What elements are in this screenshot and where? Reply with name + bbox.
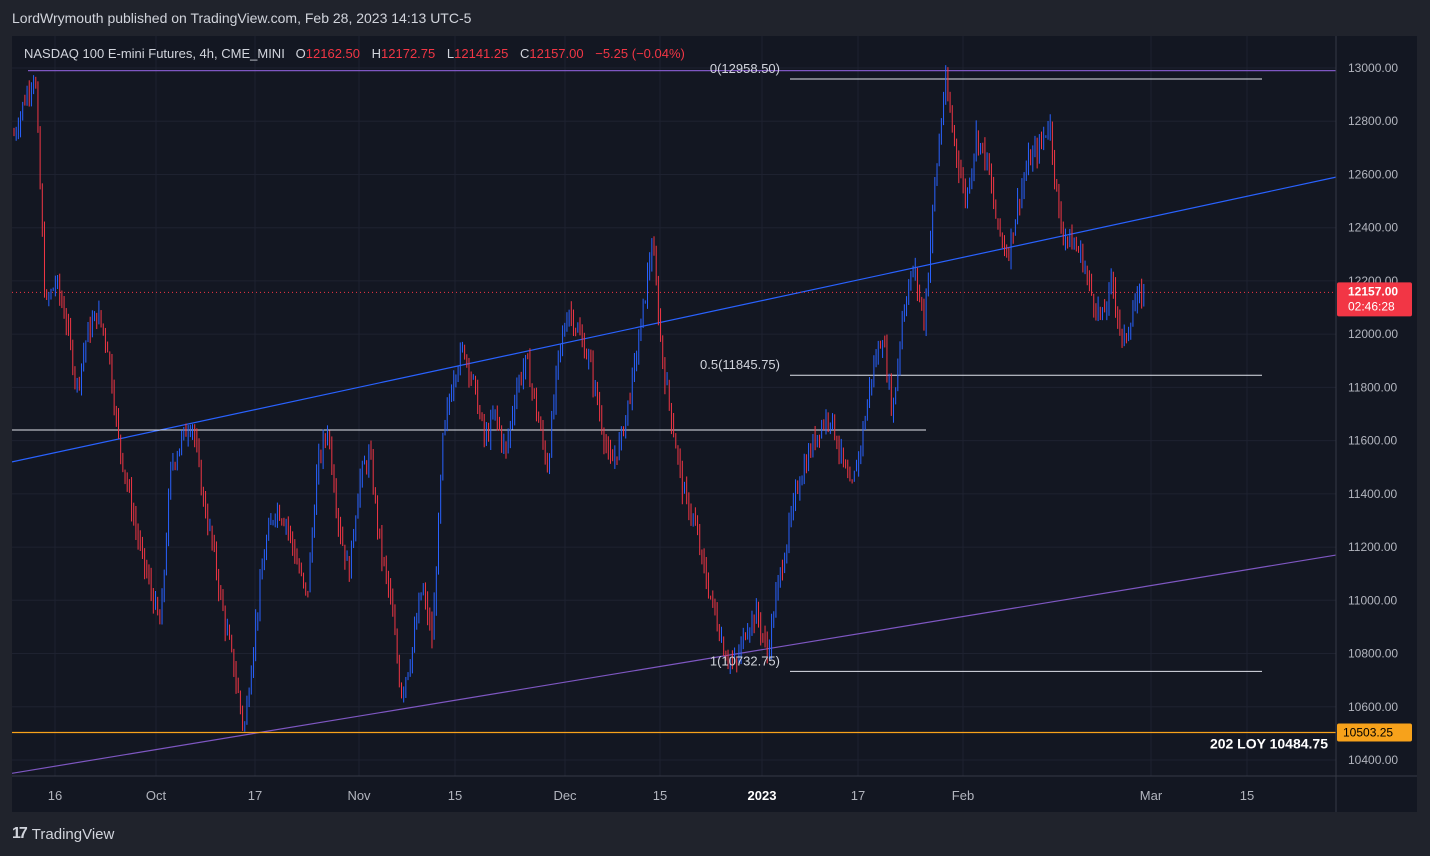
publisher-header: LordWrymouth published on TradingView.co…: [0, 0, 1430, 36]
change-value: −5.25 (−0.04%): [595, 46, 685, 61]
high-value: 12172.75: [381, 46, 436, 61]
published-text: LordWrymouth published on TradingView.co…: [12, 10, 472, 26]
symbol-legend[interactable]: NASDAQ 100 E-mini Futures, 4h, CME_MINI …: [24, 46, 693, 61]
x-tick-label: 15: [1240, 788, 1254, 803]
support-price-value: 10503.25: [1343, 726, 1393, 740]
fib-level-label: 0.5(11845.75): [700, 357, 780, 372]
channel-lower-trendline[interactable]: [12, 554, 1337, 774]
countdown-value: 02:46:28: [1348, 299, 1395, 313]
close-value: 12157.00: [529, 46, 584, 61]
last-price-badge: [1337, 282, 1412, 317]
y-tick-label: 11600.00: [1348, 434, 1397, 448]
tradingview-logo-icon: 17: [12, 825, 28, 842]
chart-grid: [12, 36, 1336, 776]
tradingview-logo-text: TradingView: [31, 825, 115, 843]
open-label: O: [295, 46, 306, 61]
symbol-name[interactable]: NASDAQ 100 E-mini Futures, 4h, CME_MINI: [24, 46, 285, 61]
drawing-labels: 0(12958.50) 0.5(11845.75) 1(10732.75) 202 L…: [700, 61, 1328, 751]
support-note-label: 202 LOY 10484.75: [1210, 736, 1328, 752]
y-tick-label: 11800.00: [1348, 380, 1397, 394]
close-label: C: [519, 46, 530, 61]
x-tick-label: 15: [448, 788, 462, 803]
y-tick-label: 11400.00: [1348, 487, 1397, 501]
x-tick-label: Nov: [347, 788, 371, 803]
channel-upper-trendline[interactable]: [12, 176, 1337, 463]
y-tick-label: 13000.00: [1348, 61, 1398, 75]
x-tick-label: 2023: [748, 788, 777, 803]
fib-level-label: 1(10732.75): [710, 653, 780, 668]
y-tick-label: 12600.00: [1348, 167, 1398, 181]
y-tick-label: 12000.00: [1348, 327, 1398, 341]
candlestick-series: [13, 65, 1145, 732]
y-tick-label: 10400.00: [1348, 753, 1398, 767]
x-tick-label: 16: [48, 788, 62, 803]
y-tick-label: 12800.00: [1348, 114, 1398, 128]
x-tick-label: 17: [851, 788, 865, 803]
y-tick-label: 10800.00: [1348, 647, 1398, 661]
x-axis[interactable]: 16 Oct 17 Nov 15 Dec 15 2023 17 Feb Mar 15: [12, 775, 1417, 803]
x-tick-label: 17: [248, 788, 262, 803]
y-tick-label: 11000.00: [1348, 593, 1397, 607]
low-label: L: [446, 46, 455, 61]
support-price-badge: [1337, 723, 1412, 742]
y-tick-label: 10600.00: [1348, 700, 1398, 714]
open-value: 12162.50: [305, 46, 361, 61]
y-axis[interactable]: 13000.0012800.0012600.0012400.0012200.00…: [1335, 36, 1412, 812]
x-tick-label: Oct: [146, 788, 167, 803]
price-chart[interactable]: 16 Oct 17 Nov 15 Dec 15 2023 17 Feb Mar 15 13000.00…: [12, 36, 1417, 812]
y-tick-label: 12400.00: [1348, 221, 1398, 235]
drawing-tools[interactable]: [12, 70, 1337, 774]
high-label: H: [371, 46, 382, 61]
tradingview-footer[interactable]: 17 TradingView: [12, 820, 114, 848]
x-tick-label: Feb: [952, 788, 974, 803]
last-price-value: 12157.00: [1348, 284, 1398, 298]
x-tick-label: Dec: [553, 788, 577, 803]
chart-panel[interactable]: 16 Oct 17 Nov 15 Dec 15 2023 17 Feb Mar 15 13000.00…: [12, 36, 1417, 812]
low-value: 12141.25: [454, 46, 509, 61]
x-tick-label: Mar: [1140, 788, 1163, 803]
x-tick-label: 15: [653, 788, 667, 803]
y-tick-label: 11200.00: [1348, 540, 1397, 554]
fib-level-label: 0(12958.50): [710, 61, 780, 76]
